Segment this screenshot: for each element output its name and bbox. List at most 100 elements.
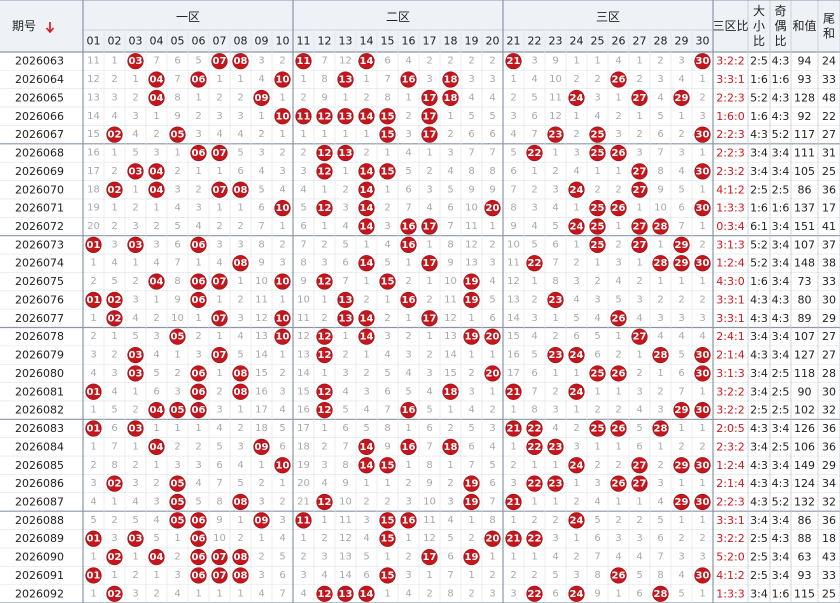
number-header: 13 (339, 35, 353, 48)
omission-count: 1 (300, 74, 306, 85)
omission-count: 6 (384, 386, 390, 397)
omission-count: 15 (255, 368, 268, 379)
omission-count: 4 (552, 203, 558, 214)
omission-count: 5 (468, 423, 474, 434)
omission-count: 3 (321, 258, 327, 269)
omission-count: 1 (321, 423, 327, 434)
omission-count: 2 (552, 331, 558, 342)
ball (316, 273, 333, 290)
omission-count: 5 (531, 239, 537, 250)
tail-sum: 33 (822, 73, 836, 86)
sort-arrow[interactable] (45, 22, 55, 34)
zone-ratio: 2:2:3 (716, 495, 744, 508)
omission-count: 3 (636, 148, 642, 159)
ball (610, 144, 627, 162)
omission-count: 1 (699, 74, 705, 85)
omission-count: 3 (195, 129, 201, 140)
ball-number: 15 (381, 460, 395, 471)
omission-count: 1 (699, 148, 705, 159)
ball (274, 200, 291, 217)
omission-count: 1 (132, 258, 138, 269)
omission-count: 7 (174, 74, 180, 85)
omission-count: 3 (342, 368, 348, 379)
omission-count: 5 (237, 148, 243, 159)
omission-count: 3 (426, 368, 432, 379)
omission-count: 5 (531, 92, 537, 103)
omission-count: 2 (615, 184, 621, 195)
omission-count: 12 (297, 331, 310, 342)
ball (148, 273, 165, 290)
zone-ratio: 4:1:2 (716, 569, 744, 582)
ball-number: 16 (402, 295, 416, 306)
omission-count: 3 (384, 331, 390, 342)
ball (589, 420, 606, 437)
omission-count: 2 (153, 313, 159, 324)
omission-count: 10 (423, 496, 436, 507)
ball (568, 346, 585, 364)
omission-count: 1 (468, 570, 474, 581)
omission-count: 1 (510, 552, 516, 563)
omission-count: 1 (216, 203, 222, 214)
omission-count: 5 (174, 221, 180, 232)
omission-count: 7 (510, 184, 516, 195)
omission-count: 3 (510, 111, 516, 122)
omission-count: 2 (678, 533, 684, 544)
ball (631, 218, 648, 235)
omission-count: 3 (426, 184, 432, 195)
period: 2026080 (15, 367, 64, 380)
omission-count: 4 (405, 368, 411, 379)
omission-count: 2 (405, 276, 411, 287)
omission-count: 2 (531, 184, 537, 195)
omission-count: 7 (678, 386, 684, 397)
sum: 107 (794, 238, 815, 251)
omission-count: 2 (489, 239, 495, 250)
omission-count: 8 (111, 460, 117, 471)
omission-count: 2 (552, 515, 558, 526)
omission-count: 3 (90, 350, 96, 361)
ball-number: 25 (591, 130, 605, 141)
ball (232, 181, 249, 198)
sum: 89 (798, 312, 812, 325)
omission-count: 1 (657, 276, 663, 287)
omission-count: 2 (510, 570, 516, 581)
omission-count: 2 (699, 441, 705, 452)
omission-count: 2 (531, 515, 537, 526)
ball-number: 08 (234, 552, 248, 563)
omission-count: 10 (255, 276, 268, 287)
omission-count: 2 (699, 92, 705, 103)
omission-count: 1 (321, 184, 327, 195)
omission-count: 1 (405, 258, 411, 269)
omission-count: 1 (174, 148, 180, 159)
omission-count: 2 (321, 313, 327, 324)
period: 2026070 (15, 183, 64, 196)
omission-count: 2 (111, 166, 117, 177)
period: 2026085 (15, 459, 64, 472)
omission-count: 4 (426, 386, 432, 397)
ball (190, 71, 207, 88)
number-header: 09 (255, 35, 269, 48)
omission-count: 6 (279, 441, 285, 452)
ball-number: 16 (402, 75, 416, 86)
omission-count: 2 (489, 570, 495, 581)
number-header: 04 (150, 35, 164, 48)
ball (169, 493, 186, 511)
omission-count: 4 (531, 331, 537, 342)
omission-count: 8 (300, 258, 306, 269)
ball-number: 05 (171, 405, 185, 416)
omission-count: 18 (255, 423, 268, 434)
parity-ratio: 3:4 (772, 551, 790, 564)
ball-number: 29 (675, 497, 689, 508)
omission-count: 4 (174, 588, 180, 599)
ball-number: 28 (654, 424, 668, 435)
sum: 126 (794, 422, 815, 435)
ball (232, 53, 249, 70)
ball (316, 493, 333, 511)
ball-number: 29 (675, 240, 689, 251)
ball-number: 13 (339, 148, 353, 159)
ball-number: 12 (318, 111, 332, 122)
ball-number: 07 (213, 350, 227, 361)
ball (379, 457, 396, 474)
omission-count: 2 (174, 368, 180, 379)
ball-number: 30 (696, 56, 710, 67)
ball (274, 273, 291, 290)
